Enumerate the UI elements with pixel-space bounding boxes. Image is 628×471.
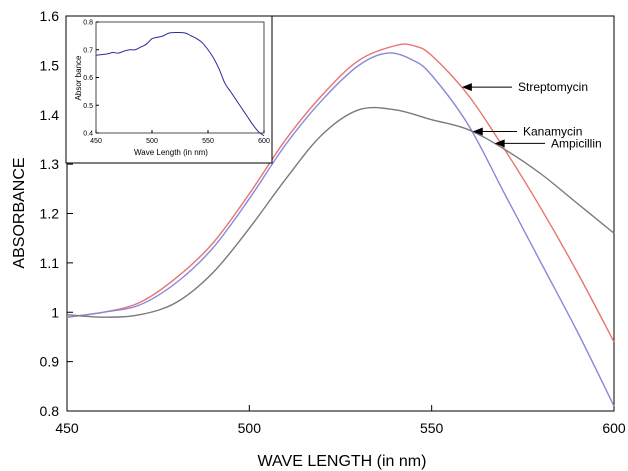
y-tick-label: 0.8 (83, 20, 93, 27)
series-line-ampicillin (66, 106, 615, 318)
x-tick-label: 550 (420, 420, 444, 436)
inset-series-group (95, 31, 265, 137)
annotation-label: Kanamycin (523, 125, 582, 139)
annotation-label: Streptomycin (518, 80, 588, 94)
main-series-group (66, 43, 615, 407)
main-axis-ticks: 450 500 550 600 0.8 0.9 1 1.1 1.2 1.3 1.4 1.5 1.6 (40, 8, 626, 436)
annotation-arrow-head (461, 83, 472, 92)
x-tick-label: 450 (90, 138, 102, 145)
y-tick-label: 1.5 (40, 57, 60, 73)
x-axis-title: WAVE LENGTH (in nm) (258, 453, 427, 470)
y-tick-label: 1.3 (40, 156, 60, 172)
y-tick-label: 1.6 (40, 8, 60, 24)
series-line-streptomycin (66, 43, 615, 343)
y-axis-title: ABSORBANCE (11, 157, 28, 268)
y-tick-label: 0.7 (83, 47, 93, 54)
series-line-inset-0 (95, 31, 265, 137)
inset-axis-ticks: 450 500 550 600 0.4 0.5 0.6 0.7 0.8 (83, 20, 270, 146)
x-tick-label: 600 (602, 420, 626, 436)
y-tick-label: 0.5 (83, 103, 93, 110)
annotation-arrow-head (472, 127, 483, 136)
y-tick-label: 1.4 (40, 107, 60, 123)
series-line-kanamycin (66, 52, 615, 407)
inset-x-axis-title: Wave Length (in nm) (134, 148, 208, 157)
y-tick-label: 0.4 (83, 131, 93, 138)
y-tick-label: 0.6 (83, 75, 93, 82)
x-tick-label: 600 (258, 138, 270, 145)
x-tick-label: 450 (55, 420, 79, 436)
y-tick-label: 1.1 (40, 255, 60, 271)
y-tick-label: 0.8 (40, 403, 60, 419)
x-tick-label: 550 (202, 138, 214, 145)
annotation-arrow-head (494, 139, 505, 148)
y-tick-label: 0.9 (40, 354, 60, 370)
y-tick-label: 1.2 (40, 206, 60, 222)
inset-y-axis-title: Absor bance (74, 55, 83, 100)
inset-background (65, 15, 273, 164)
x-tick-label: 500 (146, 138, 158, 145)
x-tick-label: 500 (238, 420, 262, 436)
y-tick-label: 1 (51, 304, 59, 320)
annotation-label: Ampicillin (551, 136, 602, 150)
